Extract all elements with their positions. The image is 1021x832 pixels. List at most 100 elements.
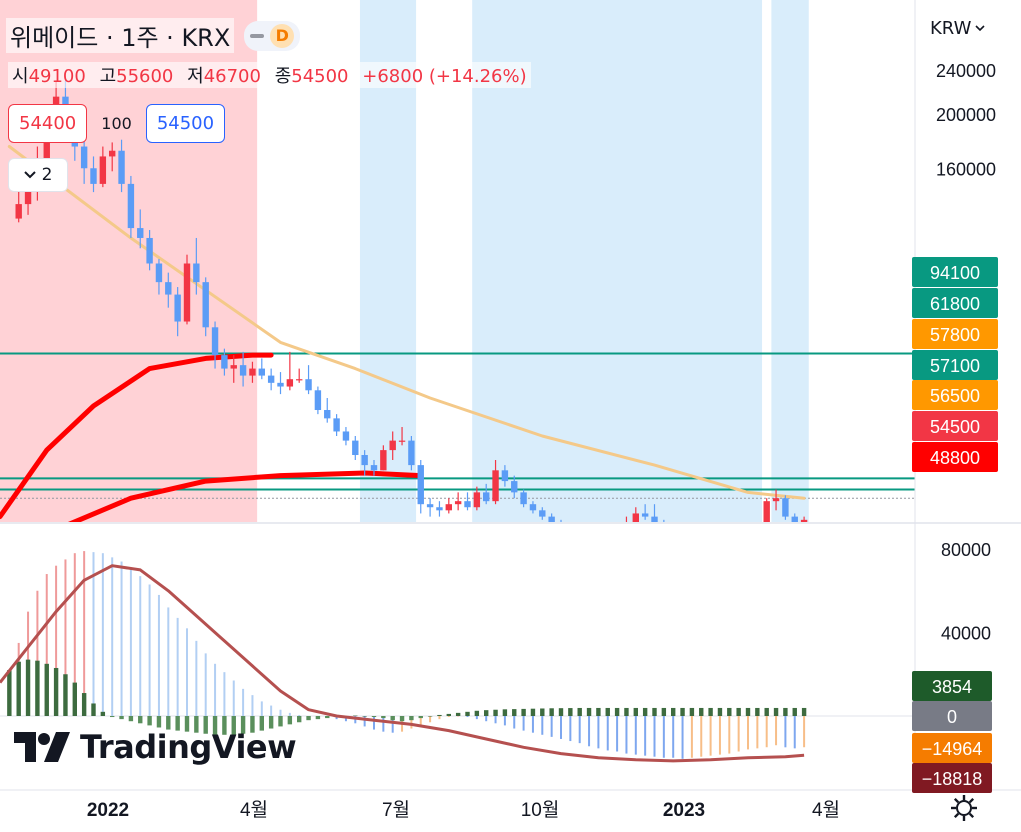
histogram-bar-dark xyxy=(493,709,498,716)
histogram-bar xyxy=(111,557,114,716)
histogram-bar-dark xyxy=(63,674,68,716)
histogram-bar-dark xyxy=(325,716,330,719)
indicators-collapse-button[interactable]: 2 xyxy=(8,158,68,192)
candle-body xyxy=(492,470,499,502)
candle-body xyxy=(15,204,22,219)
low-value: 46700 xyxy=(203,66,261,87)
histogram-bar xyxy=(550,716,553,737)
histogram-bar-dark xyxy=(278,716,283,727)
histogram-bar xyxy=(494,716,497,724)
candle-body xyxy=(333,418,340,432)
histogram-bar xyxy=(718,716,721,755)
candle-body xyxy=(605,533,611,536)
histogram-bar xyxy=(232,680,235,716)
candle-body xyxy=(137,228,144,238)
histogram-bar xyxy=(214,663,217,716)
price-badge-label: 54500 xyxy=(930,417,980,437)
high-value: 55600 xyxy=(116,66,174,87)
time-tick-label: 4월 xyxy=(240,799,268,821)
buy-button[interactable]: 54500 xyxy=(145,104,226,143)
histogram-bar xyxy=(690,716,693,758)
histogram-bar xyxy=(298,714,301,716)
histogram-bar-dark xyxy=(287,716,293,725)
histogram-bar-dark xyxy=(764,707,769,716)
order-quantity[interactable]: 100 xyxy=(101,114,132,133)
histogram-bar xyxy=(139,576,142,716)
histogram-bar xyxy=(457,716,460,717)
histogram-bar xyxy=(756,716,759,749)
tradingview-logo[interactable]: TradingView xyxy=(14,728,297,766)
histogram-bar-dark xyxy=(792,707,797,716)
candle-body xyxy=(511,481,518,493)
histogram-bar xyxy=(270,705,273,716)
histogram-bar-dark xyxy=(25,659,31,716)
histogram-bar xyxy=(129,567,132,716)
ohlc-legend: 시49100 고55600 저46700 종54500 +6800 (+14.2… xyxy=(8,62,531,88)
histogram-bar-dark xyxy=(708,707,713,716)
candle-body xyxy=(473,492,481,508)
histogram-bar xyxy=(447,716,450,718)
price-badge-label: 57100 xyxy=(930,356,980,376)
histogram-bar xyxy=(73,553,76,716)
histogram-bar-dark xyxy=(427,716,433,717)
histogram-bar xyxy=(344,716,347,722)
candle-body xyxy=(782,498,789,517)
interval-toggle[interactable]: D xyxy=(244,20,301,51)
candle-body xyxy=(426,504,434,508)
price-badge: 57100 xyxy=(912,350,998,380)
moving-average-line xyxy=(514,533,785,540)
histogram-bar-dark xyxy=(801,707,807,716)
gear-icon[interactable] xyxy=(950,794,978,822)
candle-body xyxy=(352,440,359,456)
histogram-bar xyxy=(195,640,198,716)
histogram-bar-dark xyxy=(540,708,545,716)
moving-average-line xyxy=(7,145,806,500)
price-badge-label: 56500 xyxy=(930,386,980,406)
symbol-title[interactable]: 위메이드 · 1주 · KRX xyxy=(6,18,235,53)
histogram-bar-dark xyxy=(745,707,751,716)
histogram-bar xyxy=(429,716,432,723)
histogram-bar xyxy=(475,716,478,720)
currency-selector[interactable]: KRW xyxy=(930,18,985,39)
time-tick-label: 4월 xyxy=(812,799,840,821)
histogram-bar-dark xyxy=(381,716,386,719)
histogram-bar xyxy=(55,565,58,716)
candle-body xyxy=(464,501,471,508)
macd-pane xyxy=(0,551,915,763)
candle-body xyxy=(43,133,50,161)
histogram-bar-dark xyxy=(558,708,564,716)
histogram-bar-dark xyxy=(512,709,517,716)
histogram-bar xyxy=(737,716,740,752)
histogram-bar xyxy=(176,617,179,716)
histogram-bar-dark xyxy=(72,682,77,716)
sell-button[interactable]: 54400 xyxy=(8,104,88,143)
histogram-bar xyxy=(531,716,534,733)
close-value: 54500 xyxy=(291,66,349,87)
candle-body xyxy=(501,470,509,482)
candle-body xyxy=(109,150,116,157)
moving-average-line xyxy=(0,352,274,520)
candle-body xyxy=(614,530,620,537)
candle-body xyxy=(595,533,601,543)
candle-body xyxy=(305,379,312,391)
histogram-bar xyxy=(223,672,226,716)
chevron-down-icon xyxy=(975,25,985,32)
order-panel: 54400 100 54500 xyxy=(8,104,226,143)
candle-body xyxy=(408,440,415,466)
candle-body xyxy=(745,530,751,544)
open-value: 49100 xyxy=(28,66,86,87)
histogram-bar xyxy=(167,607,170,716)
candle-body xyxy=(258,368,265,376)
chevron-down-icon xyxy=(23,171,36,179)
histogram-bar-dark xyxy=(605,707,610,716)
histogram-bar xyxy=(373,716,375,730)
histogram-bar xyxy=(288,712,291,716)
candle-body xyxy=(651,516,658,522)
histogram-bar-dark xyxy=(259,716,264,731)
histogram-bar xyxy=(36,590,39,716)
price-tick-label: 240000 xyxy=(936,61,996,81)
histogram-bar-dark xyxy=(409,716,414,721)
candle-body xyxy=(211,327,219,356)
histogram-bar xyxy=(606,716,609,751)
candle-body xyxy=(791,516,798,522)
